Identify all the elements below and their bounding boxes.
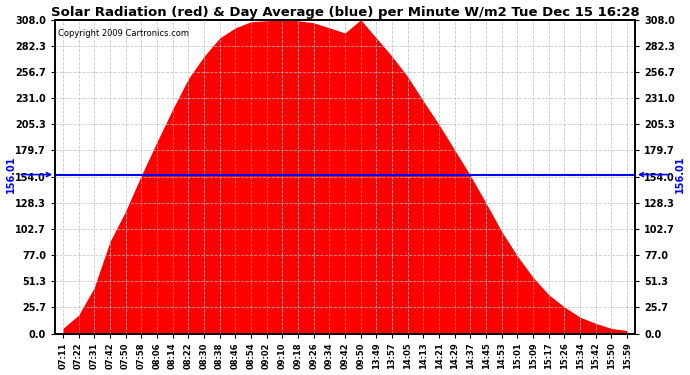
Text: Copyright 2009 Cartronics.com: Copyright 2009 Cartronics.com — [58, 29, 189, 38]
Text: 156.01: 156.01 — [6, 156, 50, 194]
Text: 156.01: 156.01 — [640, 156, 684, 194]
Title: Solar Radiation (red) & Day Average (blue) per Minute W/m2 Tue Dec 15 16:28: Solar Radiation (red) & Day Average (blu… — [50, 6, 640, 18]
